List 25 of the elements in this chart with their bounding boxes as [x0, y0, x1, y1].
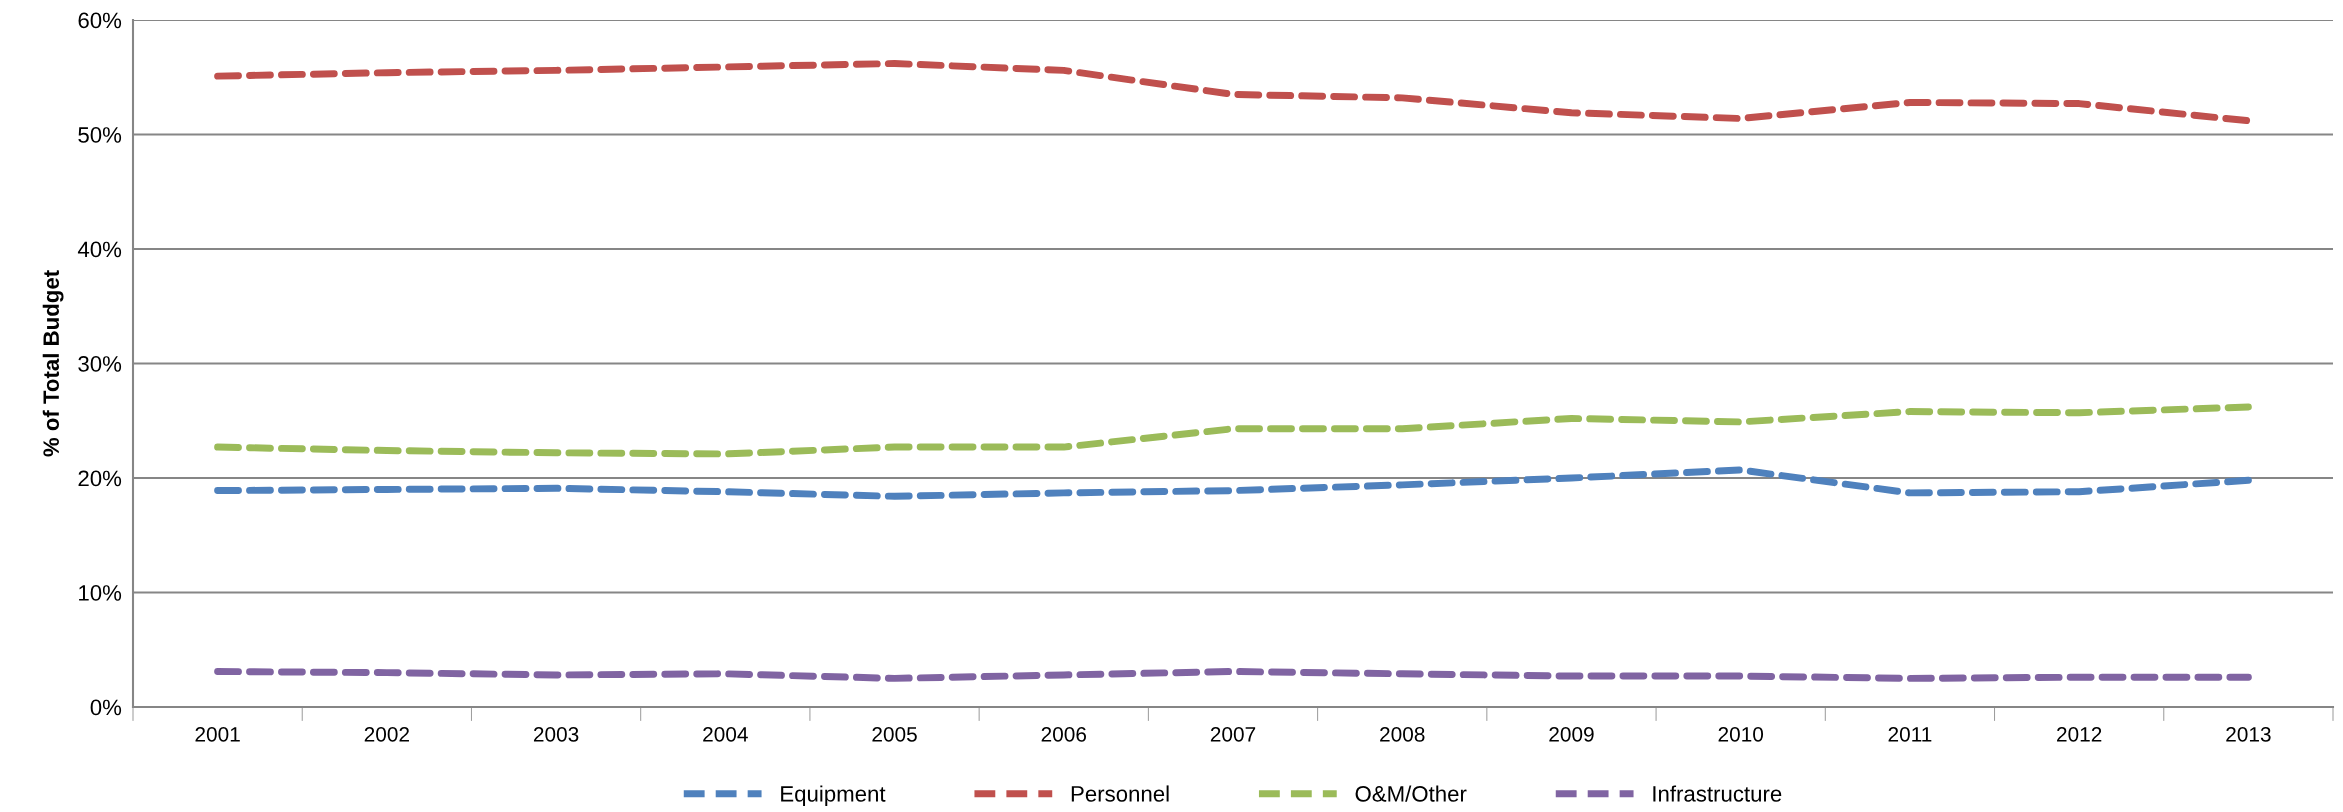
- legend-label: Equipment: [781, 785, 886, 807]
- y-tick-label: 30%: [78, 356, 122, 372]
- legend-label: O&M/Other: [1355, 785, 1467, 802]
- x-tick-label: 2012: [2057, 726, 2102, 742]
- y-tick-label: 0%: [90, 699, 122, 716]
- x-tick-label: 2002: [364, 726, 409, 742]
- y-tick-label: 10%: [79, 585, 122, 601]
- x-tick-label: 2006: [1041, 726, 1087, 742]
- legend-label: Personnel: [1071, 785, 1169, 802]
- y-tick-label: 40%: [77, 241, 122, 258]
- x-tick-label: 2011: [1888, 726, 1932, 742]
- x-tick-label: 2010: [1718, 726, 1764, 742]
- x-tick-label: 2013: [2226, 726, 2271, 742]
- y-tick-label: 50%: [78, 127, 122, 143]
- x-tick-label: 2005: [872, 726, 917, 742]
- x-tick-label: 2009: [1549, 726, 1594, 742]
- y-tick-label: 60%: [78, 12, 122, 29]
- x-tick-label: 2004: [703, 726, 748, 742]
- x-tick-label: 2007: [1210, 726, 1256, 742]
- y-tick-label: 20%: [78, 470, 122, 487]
- x-tick-label: 2001: [195, 726, 240, 742]
- x-tick-label: 2008: [1380, 726, 1425, 742]
- y-axis-title: % of Total Budget: [42, 270, 64, 457]
- legend-label: Infrastructure: [1653, 785, 1782, 802]
- x-tick-label: 2003: [533, 726, 579, 742]
